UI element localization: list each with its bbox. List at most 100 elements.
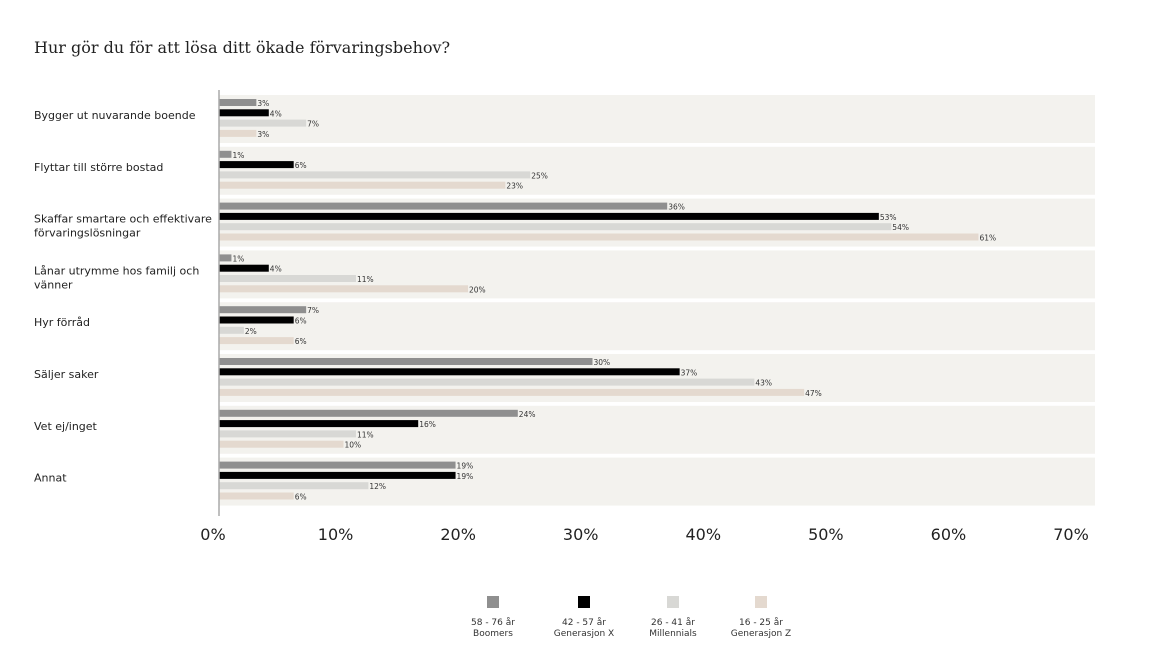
bar <box>219 471 456 479</box>
bar-value-label: 20% <box>469 285 486 294</box>
bar-value-label: 61% <box>979 234 996 243</box>
bar <box>219 181 506 189</box>
bar-value-label: 19% <box>457 462 474 471</box>
bar <box>219 150 232 158</box>
bar <box>219 212 879 220</box>
bar-value-label: 1% <box>232 151 244 160</box>
bar <box>219 316 294 324</box>
bar-value-label: 24% <box>519 410 536 419</box>
legend-swatch <box>667 596 679 608</box>
legend-generation: Generasjon X <box>553 629 615 639</box>
bar-value-label: 23% <box>506 182 523 191</box>
bar <box>219 337 294 345</box>
bar-value-label: 43% <box>755 379 772 388</box>
x-tick-label: 50% <box>808 525 844 544</box>
bar <box>219 264 269 272</box>
bar-value-label: 37% <box>681 368 698 377</box>
category-panel <box>219 302 1095 351</box>
x-tick-label: 0% <box>200 525 225 544</box>
bar <box>219 368 680 376</box>
bar <box>219 285 468 293</box>
bar-value-label: 4% <box>270 265 282 274</box>
bar <box>219 161 294 169</box>
legend-swatch <box>755 596 767 608</box>
bar-value-label: 6% <box>295 493 307 502</box>
bar-value-label: 47% <box>805 389 822 398</box>
bar <box>219 461 456 469</box>
bar <box>219 119 307 127</box>
bar-value-label: 2% <box>245 327 257 336</box>
category-label: Annat <box>34 472 67 485</box>
bar <box>219 223 892 231</box>
bar <box>219 99 257 106</box>
category-panel <box>219 95 1095 143</box>
bar-value-label: 3% <box>257 99 269 108</box>
bar-value-label: 12% <box>369 482 386 491</box>
bar-value-label: 6% <box>295 317 307 326</box>
bar <box>219 202 668 210</box>
category-label: Lånar utrymme hos familj och vänner <box>34 264 199 291</box>
bar-value-label: 11% <box>357 430 374 439</box>
bar <box>219 358 593 365</box>
x-tick-label: 60% <box>931 525 967 544</box>
legend-generation: Generasjon Z <box>730 629 792 639</box>
bar-value-label: 3% <box>257 130 269 139</box>
bar-value-label: 1% <box>232 254 244 263</box>
x-tick-label: 10% <box>318 525 354 544</box>
legend-item: 58 - 76 år Boomers <box>448 596 538 640</box>
legend-item: 42 - 57 år Generasjon X <box>539 596 629 640</box>
legend-swatch <box>487 596 499 608</box>
bar-value-label: 7% <box>307 306 319 315</box>
bar <box>219 275 356 282</box>
category-label: Säljer saker <box>34 368 99 381</box>
bar <box>219 254 232 262</box>
bar-value-label: 54% <box>892 223 909 232</box>
bar <box>219 233 979 241</box>
bar <box>219 420 419 428</box>
bar-value-label: 6% <box>295 161 307 170</box>
bar-value-label: 53% <box>880 213 897 222</box>
bar-value-label: 10% <box>345 441 362 450</box>
bar <box>219 378 755 386</box>
bar-value-label: 6% <box>295 337 307 346</box>
bar-chart: Bygger ut nuvarande boende3%4%7%3%Flytta… <box>34 90 1095 544</box>
bar-value-label: 19% <box>457 472 474 481</box>
category-label: Hyr förråd <box>34 316 90 329</box>
bar-value-label: 16% <box>419 420 436 429</box>
bar <box>219 306 307 314</box>
bar <box>219 129 257 137</box>
bar <box>219 492 294 500</box>
category-label: Skaffar smartare och effektivare förvarin… <box>34 213 212 240</box>
bar <box>219 440 344 448</box>
bar <box>219 482 369 490</box>
legend-age-range: 16 - 25 år <box>739 618 783 628</box>
bar-value-label: 4% <box>270 109 282 118</box>
bar-value-label: 7% <box>307 120 319 129</box>
bar-value-label: 30% <box>594 358 611 367</box>
x-tick-label: 30% <box>563 525 599 544</box>
legend-item: 16 - 25 år Generasjon Z <box>716 596 806 640</box>
bar <box>219 409 518 417</box>
legend-swatch <box>578 596 590 608</box>
chart-title: Hur gör du för att lösa ditt ökade förva… <box>34 38 451 57</box>
bar-value-label: 11% <box>357 275 374 284</box>
category-label: Flyttar till större bostad <box>34 161 163 174</box>
legend-age-range: 58 - 76 år <box>471 618 515 628</box>
legend-age-range: 26 - 41 år <box>651 618 695 628</box>
bar <box>219 171 531 179</box>
legend-generation: Millennials <box>649 629 697 639</box>
legend-item: 26 - 41 år Millennials <box>628 596 718 640</box>
bar <box>219 109 269 117</box>
bar-value-label: 36% <box>668 203 685 212</box>
x-tick-label: 70% <box>1053 525 1089 544</box>
category-label: Vet ej/inget <box>34 420 98 433</box>
legend-age-range: 42 - 57 år <box>562 618 606 628</box>
bar <box>219 430 356 438</box>
legend-generation: Boomers <box>473 629 513 639</box>
bar <box>219 388 805 396</box>
bar <box>219 326 244 334</box>
x-tick-label: 20% <box>440 525 476 544</box>
bar-value-label: 25% <box>531 171 548 180</box>
category-label: Bygger ut nuvarande boende <box>34 109 196 122</box>
x-tick-label: 40% <box>686 525 722 544</box>
